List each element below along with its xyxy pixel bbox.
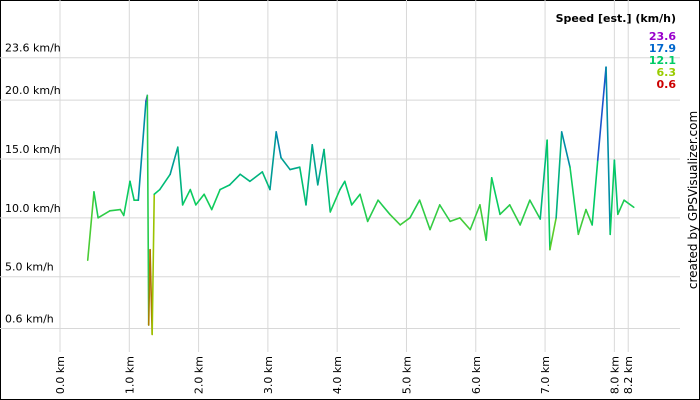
speed-segment	[389, 213, 402, 226]
speed-segment	[195, 193, 205, 206]
grid	[0, 0, 680, 352]
speed-segment	[508, 204, 521, 226]
speed-segment	[569, 166, 580, 236]
y-tick-label: 10.0 km/h	[5, 202, 61, 215]
speed-segment	[311, 144, 319, 186]
speed-segment	[109, 208, 122, 212]
speed-segment	[577, 208, 587, 236]
legend-value: 6.3	[657, 66, 677, 79]
speed-segment	[153, 188, 161, 196]
speed-segment	[151, 193, 156, 336]
speed-segment	[210, 188, 221, 211]
speed-segment	[275, 131, 282, 159]
speed-segment	[339, 180, 346, 191]
speed-segment	[228, 173, 241, 186]
speed-segment	[418, 199, 431, 231]
y-tick-label: 5.0 km/h	[5, 261, 54, 274]
x-tick-label: 3.0 km	[262, 356, 275, 394]
speed-segment	[280, 156, 291, 171]
speed-segment	[93, 191, 99, 219]
speed-segment	[344, 180, 353, 206]
speed-segment	[617, 199, 625, 216]
y-tick-label: 23.6 km/h	[5, 42, 61, 55]
speed-segment	[137, 100, 147, 201]
plot	[86, 66, 635, 336]
speed-segment	[623, 199, 635, 209]
speed-segment	[485, 176, 493, 242]
speed-segment	[555, 131, 563, 219]
legend-title: Speed [est.] (km/h)	[556, 12, 676, 25]
speed-segment	[359, 193, 369, 223]
speed-segment	[519, 199, 531, 226]
speed-segment	[177, 146, 184, 206]
speed-segment	[316, 148, 325, 186]
speed-segment	[366, 199, 379, 223]
speed-segment	[591, 159, 599, 226]
speed-segment	[609, 159, 616, 236]
speed-segment	[399, 217, 411, 226]
x-tick-label: 5.0 km	[400, 356, 413, 394]
speed-segment	[490, 176, 501, 216]
speed-segment	[298, 166, 307, 206]
legend-value: 0.6	[657, 78, 677, 91]
speed-segment	[329, 188, 341, 213]
speed-segment	[181, 188, 192, 206]
speed-segment	[539, 139, 548, 220]
speed-segment	[129, 180, 135, 201]
speed-segment	[158, 173, 171, 191]
x-tick-label: 2.0 km	[193, 356, 206, 394]
speed-segment	[596, 66, 607, 161]
speed-segment	[613, 159, 619, 216]
y-tick-label: 0.6 km/h	[5, 313, 54, 326]
x-tick-label: 4.0 km	[331, 356, 344, 394]
speed-segment	[122, 180, 131, 217]
speed-segment	[249, 171, 264, 183]
speed-segment	[409, 199, 421, 219]
labels: 0.6 km/h 5.0 km/h 10.0 km/h 15.0 km/h 20.0 k…	[5, 30, 676, 394]
speed-segment	[305, 144, 314, 206]
speed-segment	[469, 204, 481, 231]
x-tick-label: 6.0 km	[470, 356, 483, 394]
speed-segment	[377, 199, 391, 216]
speed-segment	[189, 188, 197, 206]
speed-segment	[429, 204, 441, 231]
speed-segment	[499, 204, 511, 216]
speed-segment	[585, 208, 593, 226]
y-tick-label: 20.0 km/h	[5, 84, 61, 97]
speed-segment	[203, 193, 213, 211]
credit: created by GPSVisualizer.com	[686, 111, 700, 289]
speed-segment	[605, 66, 612, 236]
speed-segment	[459, 217, 472, 231]
speed-segment	[169, 146, 179, 176]
speed-segment	[86, 191, 95, 262]
speed-segment	[261, 171, 271, 191]
speed-segment	[479, 204, 487, 242]
legend-value: 17.9	[649, 42, 676, 55]
x-tick-label: 7.0 km	[539, 356, 552, 394]
speed-segment	[97, 209, 111, 219]
x-tick-label: 8.2 km	[622, 356, 635, 394]
speed-segment	[529, 199, 542, 220]
speed-segment	[239, 173, 251, 183]
speed-segment	[549, 217, 557, 251]
x-tick-label: 0.0 km	[54, 356, 67, 394]
legend-value: 12.1	[649, 54, 676, 67]
speed-segment	[546, 139, 551, 251]
speed-segment	[289, 166, 301, 171]
speed-segment	[269, 131, 278, 191]
speed-segment	[350, 193, 361, 206]
legend-value: 23.6	[649, 30, 676, 43]
speed-segment	[146, 94, 150, 326]
y-tick-label: 15.0 km/h	[5, 143, 61, 156]
speed-segment	[560, 131, 571, 169]
x-tick-label: 1.0 km	[123, 356, 136, 394]
speed-segment	[449, 217, 461, 223]
speed-segment	[323, 148, 332, 213]
speed-segment	[438, 204, 451, 223]
speed-segment	[219, 184, 231, 191]
x-tick-label: 8.0 km	[608, 356, 621, 394]
